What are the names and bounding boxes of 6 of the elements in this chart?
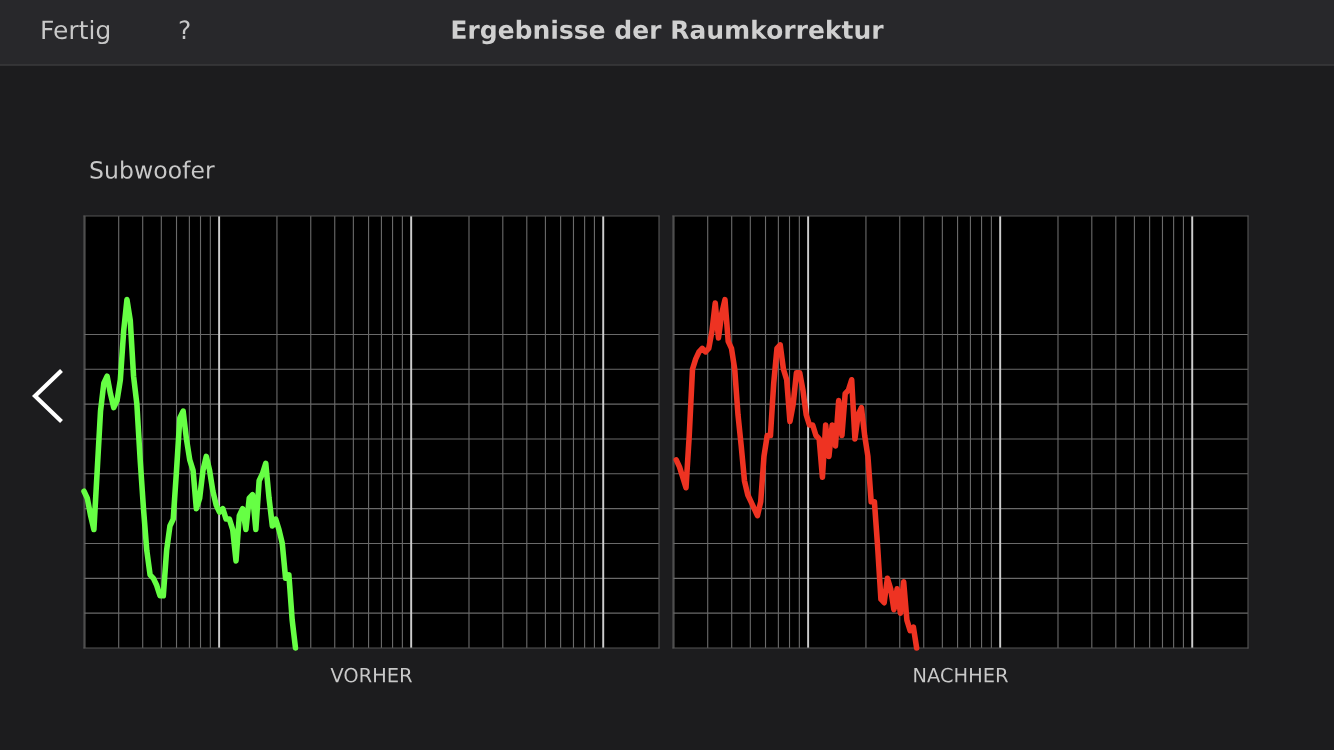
chart-subtitle: Subwoofer xyxy=(90,160,215,179)
text: Fertig xyxy=(42,19,110,45)
chart-title: Ergebnisse der Raumkorrektur xyxy=(452,19,884,45)
x-axis-title: VORHER xyxy=(330,667,413,683)
x-axis-title: NACHHER xyxy=(914,667,1008,683)
text: ? xyxy=(179,20,190,39)
